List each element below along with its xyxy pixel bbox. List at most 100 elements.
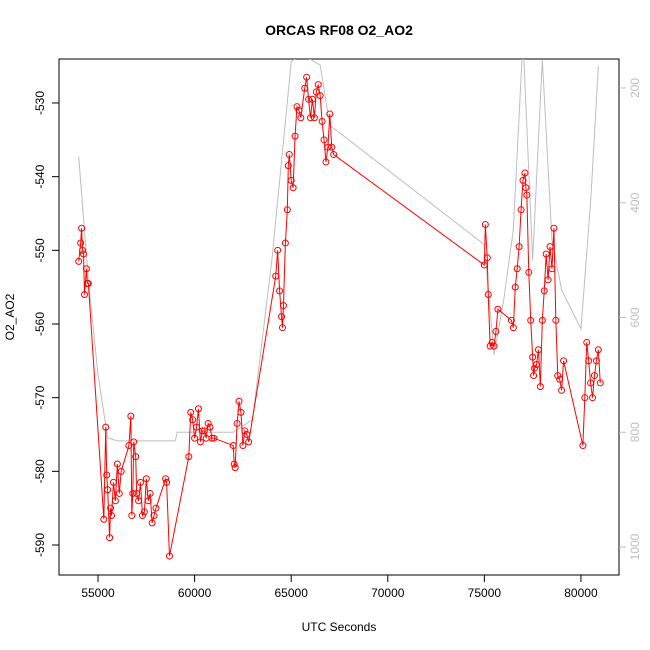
- data-point: [556, 375, 564, 383]
- data-point: [525, 268, 533, 276]
- data-point: [544, 276, 552, 284]
- data-point: [133, 489, 141, 497]
- data-point: [193, 423, 201, 431]
- data-point: [274, 246, 282, 254]
- data-point: [79, 246, 87, 254]
- data-point: [515, 243, 523, 251]
- data-point: [243, 431, 251, 439]
- data-point: [135, 497, 143, 505]
- data-point: [522, 184, 530, 192]
- y2-tick-label: 400: [628, 192, 642, 212]
- data-point: [285, 151, 293, 159]
- data-point: [140, 508, 148, 516]
- data-point: [529, 353, 537, 361]
- data-point: [312, 88, 320, 96]
- y2-tick-label: 200: [628, 78, 642, 98]
- data-point: [198, 427, 206, 435]
- y-tick-label: -540: [33, 164, 47, 188]
- data-point: [137, 478, 145, 486]
- data-point: [322, 158, 330, 166]
- data-point: [490, 342, 498, 350]
- data-point: [146, 489, 154, 497]
- chart-title: ORCAS RF08 O2_AO2: [265, 22, 413, 38]
- data-point: [278, 313, 286, 321]
- data-point: [538, 316, 546, 324]
- data-point: [117, 467, 125, 475]
- data-point: [308, 95, 316, 103]
- data-point: [581, 394, 589, 402]
- data-point: [125, 442, 133, 450]
- x-tick-label: 70000: [371, 586, 405, 600]
- data-point: [235, 397, 243, 405]
- data-point: [481, 221, 489, 229]
- data-point: [297, 114, 305, 122]
- data-point: [283, 206, 291, 214]
- data-point: [191, 434, 199, 442]
- data-point: [276, 287, 284, 295]
- y-tick-label: -560: [33, 312, 47, 336]
- y2-tick-label: 800: [628, 422, 642, 442]
- x-tick-label: 65000: [275, 586, 309, 600]
- data-point: [492, 327, 500, 335]
- data-point: [301, 84, 309, 92]
- data-point: [318, 117, 326, 125]
- data-point: [200, 427, 208, 435]
- data-point: [281, 239, 289, 247]
- data-point: [330, 151, 338, 159]
- data-point: [511, 283, 519, 291]
- y-tick-label: -570: [33, 385, 47, 409]
- data-point: [189, 416, 197, 424]
- data-point: [534, 346, 542, 354]
- data-point: [596, 379, 604, 387]
- data-point: [305, 95, 313, 103]
- data-point: [307, 114, 315, 122]
- data-point: [291, 132, 299, 140]
- data-point: [272, 272, 280, 280]
- data-point: [519, 176, 527, 184]
- data-point: [488, 338, 496, 346]
- data-point: [328, 143, 336, 151]
- data-point: [523, 191, 531, 199]
- data-point: [148, 519, 156, 527]
- data-point: [517, 206, 525, 214]
- data-point: [289, 184, 297, 192]
- data-point: [583, 338, 591, 346]
- data-point: [130, 438, 138, 446]
- data-point: [303, 73, 311, 81]
- data-point: [483, 254, 491, 262]
- data-point: [548, 265, 556, 273]
- y2-tick-label: 600: [628, 307, 642, 327]
- data-point: [587, 379, 595, 387]
- data-point: [104, 486, 112, 494]
- data-point: [187, 408, 195, 416]
- data-point: [278, 324, 286, 332]
- data-point: [132, 453, 140, 461]
- data-point: [185, 453, 193, 461]
- data-point: [509, 324, 517, 332]
- y-axis-label: O2_AO2: [3, 293, 17, 340]
- data-point: [326, 110, 334, 118]
- x-tick-label: 60000: [178, 586, 212, 600]
- data-point: [108, 512, 116, 520]
- x-axis-label: UTC Seconds: [302, 620, 377, 634]
- data-point: [592, 357, 600, 365]
- data-point: [314, 81, 322, 89]
- data-point: [206, 423, 214, 431]
- data-point: [150, 512, 158, 520]
- data-point: [102, 423, 110, 431]
- data-point: [594, 346, 602, 354]
- data-point: [113, 460, 121, 468]
- data-point: [316, 92, 324, 100]
- data-point: [196, 438, 204, 446]
- data-point: [80, 250, 88, 258]
- data-point: [111, 497, 119, 505]
- x-tick-label: 75000: [468, 586, 502, 600]
- data-point: [533, 361, 541, 369]
- data-point: [204, 419, 212, 427]
- data-point: [324, 143, 332, 151]
- data-point: [507, 316, 515, 324]
- data-point: [82, 265, 90, 273]
- data-point: [295, 106, 303, 114]
- data-point: [279, 302, 287, 310]
- data-point: [536, 383, 544, 391]
